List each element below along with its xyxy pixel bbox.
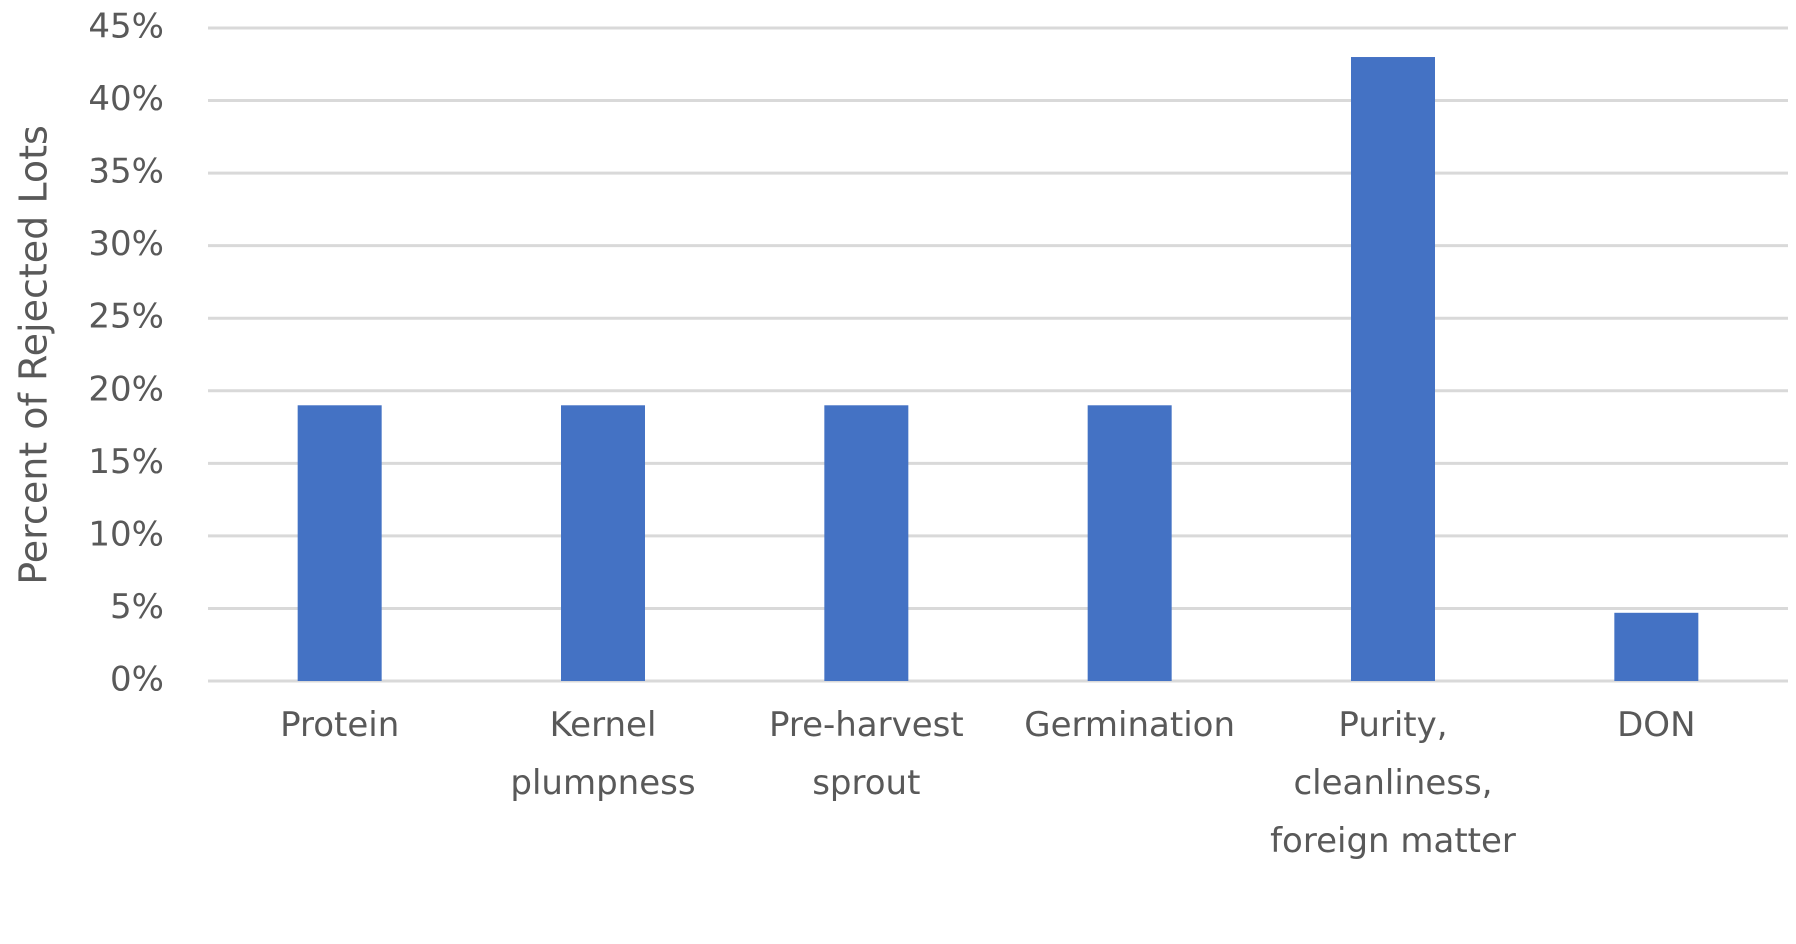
bar: [824, 405, 909, 681]
x-tick-label: Purity, cleanliness, foreign matter: [1270, 705, 1516, 861]
x-tick-label: Protein: [280, 705, 400, 745]
y-tick-label: 25%: [88, 297, 164, 337]
y-tick-label: 20%: [88, 369, 164, 409]
y-tick-label: 30%: [88, 224, 164, 264]
y-axis-title: Percent of Rejected Lots: [12, 125, 56, 585]
y-tick-label: 40%: [88, 79, 164, 119]
bar: [1614, 612, 1699, 681]
bar: [1087, 405, 1172, 681]
x-tick-label: Germination: [1024, 705, 1236, 745]
y-tick-label: 15%: [88, 442, 164, 482]
y-tick-label: 10%: [88, 514, 164, 554]
x-tick-label: Pre-harvest sprout: [768, 705, 964, 803]
y-tick-label: 0%: [110, 660, 164, 700]
bar: [297, 405, 382, 681]
x-tick-label: Kernel plumpness: [510, 705, 696, 803]
bar: [561, 405, 645, 681]
y-tick-label: 35%: [88, 152, 164, 192]
x-tick-label: DON: [1617, 705, 1696, 745]
y-tick-label: 5%: [110, 587, 164, 627]
y-tick-label: 45%: [88, 7, 164, 47]
bar: [1351, 57, 1435, 682]
